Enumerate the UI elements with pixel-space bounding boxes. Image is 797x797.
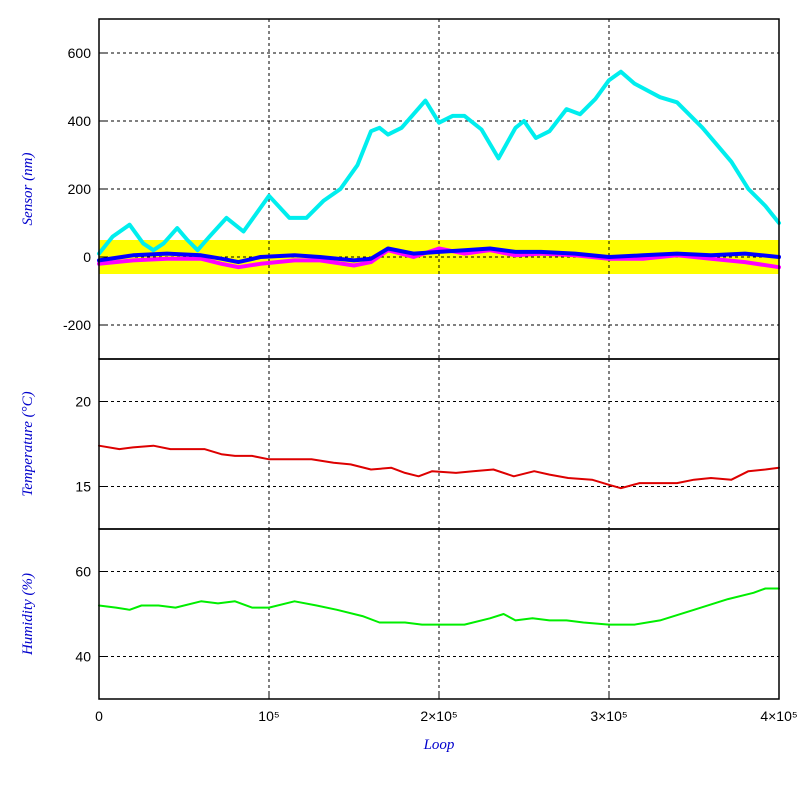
panel-0-ytick-label-4: 600 <box>68 45 92 61</box>
panel-2-ylabel: Humidity (%) <box>20 573 36 656</box>
x-tick-label-4: 4×10⁵ <box>760 708 797 724</box>
panel-0-ytick-label-2: 200 <box>68 181 92 197</box>
panel-2-series-0 <box>98 587 780 626</box>
panel-0-series-0 <box>97 69 781 256</box>
x-axis-label: Loop <box>423 737 455 753</box>
panel-1-series-0 <box>98 444 780 490</box>
x-tick-label-2: 2×10⁵ <box>420 708 457 724</box>
panel-0-ytick-label-1: 0 <box>83 249 91 265</box>
panel-2-ytick-label-0: 40 <box>75 649 91 665</box>
panel-0-ytick-label-3: 400 <box>68 113 92 129</box>
panel-0-ylabel: Sensor (nm) <box>20 153 36 226</box>
x-tick-label-0: 0 <box>95 708 103 724</box>
panel-1-ytick-label-0: 15 <box>75 479 91 495</box>
x-tick-label-1: 10⁵ <box>258 708 279 724</box>
panel-2-ytick-label-1: 60 <box>75 564 91 580</box>
panel-1-ytick-label-1: 20 <box>75 394 91 410</box>
panel-0-ytick-label-0: -200 <box>63 317 91 333</box>
panel-0-series-2 <box>97 246 781 265</box>
x-tick-label-3: 3×10⁵ <box>590 708 627 724</box>
panel-0-series-1 <box>97 246 781 270</box>
panel-1-ylabel: Temperature (°C) <box>20 391 36 496</box>
